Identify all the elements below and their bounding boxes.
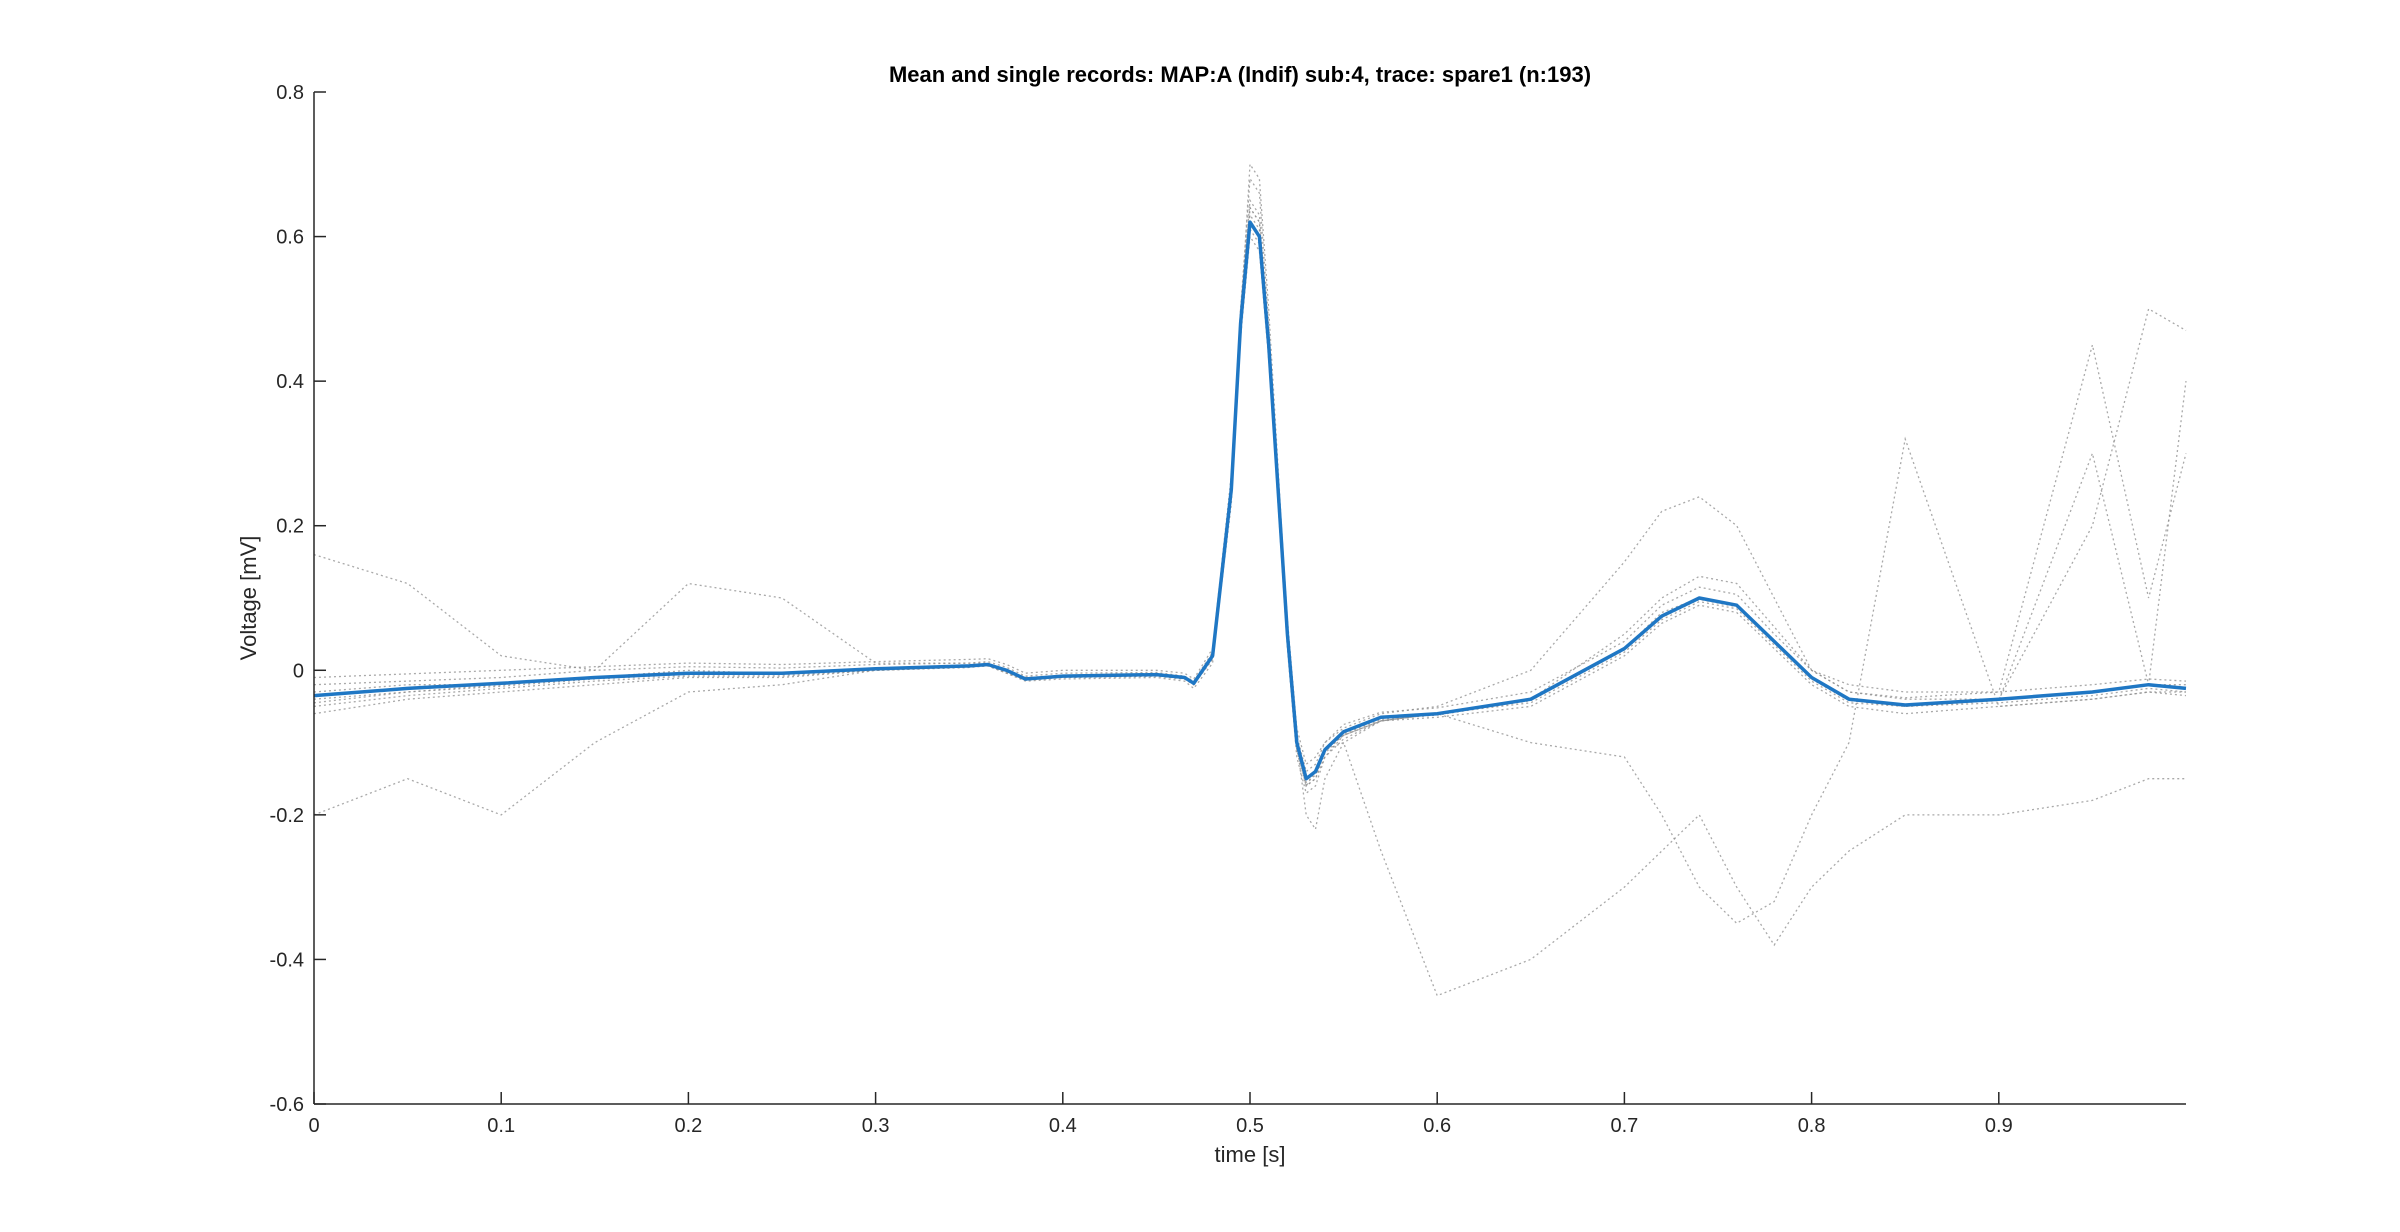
x-tick-label: 0.5 <box>1236 1115 1264 1137</box>
plot-area <box>313 162 2187 997</box>
x-tick-label: 0.7 <box>1610 1115 1638 1137</box>
x-tick-label: 0.1 <box>487 1115 515 1137</box>
mean-trace-line <box>313 220 2187 781</box>
x-tick-label: 0.8 <box>1798 1115 1826 1137</box>
y-tick-label: 0 <box>293 660 304 682</box>
y-tick-label: 0.8 <box>276 82 304 104</box>
x-tick-label: 0.4 <box>1049 1115 1077 1137</box>
axes: 0 0.1 0.2 0.3 0.4 0.5 0.6 0.7 0.8 0.9 -0.6-0.4-0.… <box>270 82 2186 1137</box>
x-tick-label: 0.3 <box>862 1115 890 1137</box>
mean-trace-group <box>313 220 2187 781</box>
y-tick-label: 0.4 <box>276 371 304 393</box>
x-ticks: 0 0.1 0.2 0.3 0.4 0.5 0.6 0.7 0.8 0.9 <box>308 1092 2013 1137</box>
x-tick-label: 0 <box>308 1115 319 1137</box>
y-tick-label: -0.6 <box>270 1094 304 1116</box>
x-tick-label: 0.2 <box>674 1115 702 1137</box>
y-tick-label: 0.6 <box>276 227 304 249</box>
y-tick-label: -0.2 <box>270 805 304 827</box>
x-tick-label: 0.9 <box>1985 1115 2013 1137</box>
chart-title: Mean and single records: MAP:A (Indif) s… <box>889 62 1591 87</box>
y-tick-label: -0.4 <box>270 949 304 971</box>
y-ticks: -0.6 -0.4 -0.2 0 0.2 0.4 0.6 0.8 <box>270 82 326 1116</box>
single-record-line <box>313 205 2187 773</box>
x-tick-label: 0.6 <box>1423 1115 1451 1137</box>
single-record-line <box>313 198 2187 766</box>
y-axis-label: Voltage [mV] <box>236 536 261 661</box>
x-axis-label: time [s] <box>1215 1142 1286 1167</box>
y-tick-label: 0.2 <box>276 516 304 538</box>
